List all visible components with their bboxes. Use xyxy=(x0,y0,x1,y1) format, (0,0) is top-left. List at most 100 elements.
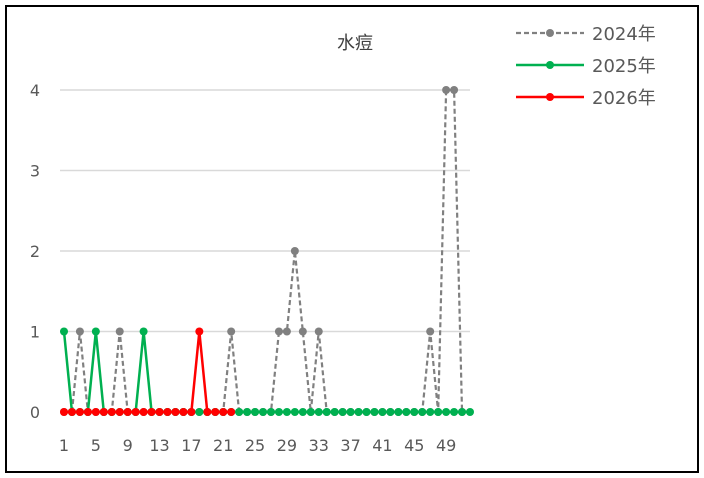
data-point xyxy=(243,408,252,416)
chart-title: 水痘 xyxy=(337,33,373,54)
legend-swatch-marker xyxy=(546,29,554,37)
x-tick-label: 33 xyxy=(309,436,329,455)
x-tick-label: 21 xyxy=(213,436,233,455)
data-point xyxy=(163,408,172,416)
x-tick-labels: 1 5 9 13 17 21 25 29 33 37 41 45 49 xyxy=(59,436,456,455)
x-tick-label: 17 xyxy=(181,436,201,455)
data-point xyxy=(211,408,220,416)
x-tick-label: 13 xyxy=(149,436,169,455)
data-point xyxy=(115,408,124,416)
data-point xyxy=(123,408,132,416)
data-point xyxy=(386,408,395,416)
data-point xyxy=(314,408,323,416)
data-point xyxy=(282,408,291,416)
y-tick-label: 0 xyxy=(30,403,40,422)
data-point xyxy=(60,327,68,336)
data-point xyxy=(410,408,419,416)
x-tick-label: 49 xyxy=(436,436,456,455)
data-point xyxy=(147,408,156,416)
data-point xyxy=(362,408,371,416)
legend: 2024年 2025年 2026年 xyxy=(516,24,656,109)
data-point xyxy=(306,408,315,416)
legend-swatch-marker xyxy=(546,93,554,101)
legend-item-3: 2026年 xyxy=(516,88,656,109)
data-point xyxy=(274,327,283,336)
data-point xyxy=(442,408,451,416)
data-point xyxy=(203,408,212,416)
data-point xyxy=(346,408,355,416)
legend-label: 2024年 xyxy=(592,24,656,45)
data-point xyxy=(67,408,76,416)
series-group xyxy=(60,86,474,416)
data-point xyxy=(394,408,403,416)
data-point xyxy=(171,408,180,416)
data-point xyxy=(378,408,387,416)
data-point xyxy=(115,327,124,336)
data-point xyxy=(266,408,275,416)
data-point xyxy=(139,327,148,336)
y-tick-label: 1 xyxy=(30,323,40,342)
y-tick-label: 4 xyxy=(30,81,40,100)
x-tick-label: 1 xyxy=(59,436,69,455)
data-point xyxy=(330,408,339,416)
data-point xyxy=(298,408,307,416)
legend-item-1: 2024年 xyxy=(516,24,656,45)
x-tick-label: 45 xyxy=(404,436,424,455)
data-point xyxy=(402,408,411,416)
x-tick-label: 41 xyxy=(372,436,392,455)
data-point xyxy=(426,408,435,416)
data-point xyxy=(442,86,451,94)
x-tick-label: 29 xyxy=(277,436,297,455)
series-3 xyxy=(60,327,236,416)
data-point xyxy=(290,408,299,416)
x-tick-label: 5 xyxy=(91,436,101,455)
data-point xyxy=(139,408,148,416)
legend-label: 2025年 xyxy=(592,56,656,77)
data-point xyxy=(219,408,228,416)
data-point xyxy=(91,408,100,416)
y-tick-labels: 0 1 2 3 4 xyxy=(30,81,40,422)
data-point xyxy=(450,86,459,94)
legend-item-2: 2025年 xyxy=(516,56,656,77)
data-point xyxy=(354,408,363,416)
data-point xyxy=(426,327,435,336)
data-point xyxy=(227,327,236,336)
y-tick-label: 2 xyxy=(30,242,40,261)
x-tick-label: 37 xyxy=(340,436,360,455)
data-point xyxy=(370,408,379,416)
data-point xyxy=(91,327,100,336)
data-point xyxy=(83,408,92,416)
data-point xyxy=(290,247,299,255)
x-tick-label: 25 xyxy=(245,436,265,455)
data-point xyxy=(60,408,68,416)
data-point xyxy=(434,408,443,416)
data-point xyxy=(314,327,323,336)
data-point xyxy=(298,327,307,336)
data-point xyxy=(179,408,188,416)
data-point xyxy=(338,408,347,416)
data-point xyxy=(107,408,116,416)
data-point xyxy=(458,408,467,416)
data-point xyxy=(418,408,427,416)
x-tick-label: 9 xyxy=(123,436,133,455)
y-tick-label: 3 xyxy=(30,162,40,181)
data-point xyxy=(450,408,459,416)
data-point xyxy=(99,408,108,416)
data-point xyxy=(75,327,84,336)
legend-swatch-marker xyxy=(546,61,554,69)
data-point xyxy=(227,408,236,416)
data-point xyxy=(131,408,140,416)
data-point xyxy=(282,327,291,336)
data-point xyxy=(466,408,474,416)
data-point xyxy=(259,408,268,416)
data-point xyxy=(155,408,164,416)
data-point xyxy=(235,408,244,416)
chart-border xyxy=(5,5,699,473)
data-point xyxy=(322,408,331,416)
data-point xyxy=(187,408,196,416)
data-point xyxy=(195,327,204,336)
data-point xyxy=(251,408,260,416)
data-point xyxy=(75,408,84,416)
